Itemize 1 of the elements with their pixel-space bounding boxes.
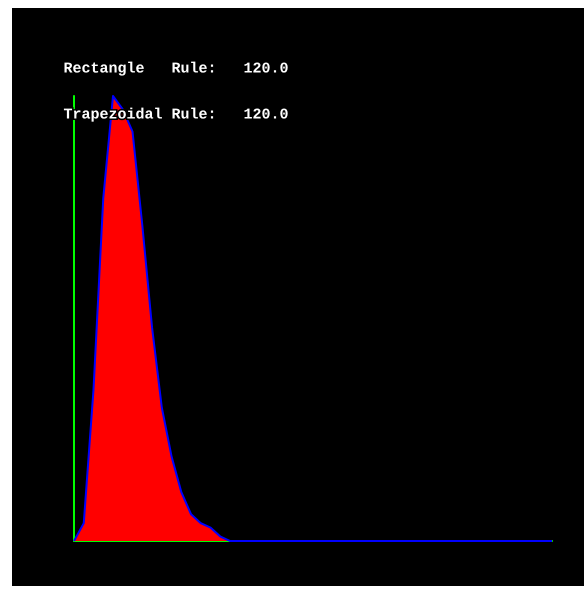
text: Rectangle Rule: 120.0 xyxy=(64,60,289,78)
